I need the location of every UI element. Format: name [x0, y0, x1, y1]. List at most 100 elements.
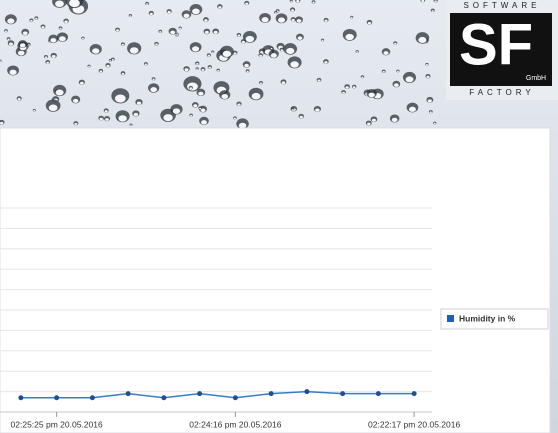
- droplet-highlight: [238, 122, 247, 129]
- droplet-highlight: [35, 17, 38, 20]
- droplet-highlight: [144, 63, 148, 66]
- droplet-highlight: [244, 63, 249, 68]
- droplet-highlight: [196, 68, 199, 70]
- droplet-highlight: [121, 72, 125, 75]
- droplet-highlight: [291, 18, 295, 22]
- droplet-highlight: [345, 86, 349, 89]
- droplet-highlight: [408, 106, 416, 112]
- droplet-highlight: [299, 115, 303, 119]
- droplet-highlight: [9, 69, 17, 75]
- droplet-highlight: [88, 65, 90, 68]
- droplet-highlight: [64, 20, 68, 23]
- droplet-highlight: [109, 60, 112, 62]
- droplet-highlight: [46, 61, 50, 64]
- droplet-highlight: [233, 117, 237, 120]
- droplet-highlight: [213, 30, 218, 34]
- droplet-highlight: [321, 39, 324, 42]
- droplet-highlight: [189, 87, 193, 90]
- data-point: [161, 395, 167, 401]
- droplet-highlight: [176, 35, 178, 37]
- droplet-highlight: [427, 99, 432, 103]
- droplet-highlight: [55, 89, 64, 96]
- droplet-highlight: [192, 8, 200, 15]
- droplet-highlight: [116, 29, 119, 32]
- droplet-highlight: [193, 104, 198, 108]
- droplet-highlight: [198, 91, 204, 96]
- droplet-highlight: [296, 0, 300, 3]
- droplet-highlight: [72, 98, 79, 103]
- droplet-highlight: [315, 108, 320, 112]
- data-point: [54, 395, 60, 401]
- droplet-highlight: [280, 49, 284, 52]
- droplet-highlight: [371, 118, 376, 122]
- droplet-highlight: [296, 19, 302, 23]
- droplet-highlight: [48, 104, 58, 112]
- droplet-highlight: [50, 38, 57, 43]
- droplet-highlight: [270, 53, 277, 58]
- droplet-highlight: [111, 58, 114, 61]
- droplet-highlight: [30, 19, 33, 22]
- droplet-highlight: [324, 61, 328, 64]
- droplet-highlight: [176, 33, 179, 35]
- droplet-highlight: [172, 108, 181, 114]
- droplet-highlight: [59, 27, 62, 30]
- droplet-highlight: [195, 62, 199, 65]
- droplet-highlight: [356, 51, 359, 53]
- droplet-highlight: [350, 16, 353, 19]
- droplet-highlight: [312, 1, 315, 4]
- droplet-highlight: [99, 117, 103, 121]
- droplet-highlight: [281, 81, 286, 85]
- droplet-highlight: [218, 6, 222, 9]
- droplet-highlight: [342, 91, 345, 94]
- logo-box: [450, 13, 552, 86]
- legend-swatch: [447, 315, 454, 322]
- data-point: [411, 391, 417, 397]
- x-tick-label: 02:22:17 pm 20.05.2016: [368, 419, 460, 429]
- droplet-highlight: [246, 70, 249, 73]
- droplet-highlight: [17, 50, 25, 56]
- droplet-highlight: [129, 47, 139, 54]
- droplet-highlight: [259, 54, 263, 57]
- droplet-highlight: [121, 43, 125, 46]
- legend-box: [440, 308, 549, 330]
- droplet-highlight: [290, 0, 293, 3]
- droplet-highlight: [152, 78, 155, 81]
- droplet-highlight: [7, 38, 10, 41]
- droplet-highlight: [170, 30, 176, 35]
- droplet-highlight: [129, 15, 132, 17]
- droplet-highlight: [211, 51, 214, 54]
- droplet-highlight: [245, 35, 255, 43]
- droplet-highlight: [130, 124, 132, 126]
- chart-panel: [0, 127, 551, 433]
- droplet-highlight: [217, 69, 220, 72]
- droplet-highlight: [51, 55, 56, 58]
- droplet-highlight: [208, 66, 212, 69]
- x-tick-label: 02:24:16 pm 20.05.2016: [189, 419, 281, 429]
- droplet-highlight: [245, 2, 249, 5]
- droplet-highlight: [136, 101, 142, 105]
- series-line: [20, 390, 415, 399]
- droplet-highlight: [55, 0, 64, 8]
- droplets: [0, 0, 438, 130]
- droplet-highlight: [433, 122, 436, 125]
- droplet-highlight: [9, 42, 13, 46]
- droplet-highlight: [192, 46, 200, 52]
- logo-top: SOFTWARE: [463, 1, 540, 10]
- droplet-highlight: [7, 18, 15, 24]
- chart: 02:25:25 pm 20.05.2016 02:24:16 pm 20.05.…: [0, 207, 549, 429]
- droplet-highlight: [0, 121, 4, 125]
- data-point: [18, 395, 24, 401]
- droplet-highlight: [261, 17, 269, 23]
- droplet-highlight: [145, 3, 149, 5]
- droplet-highlight: [150, 87, 158, 93]
- droplet-highlight: [118, 115, 127, 122]
- droplet-highlight: [291, 9, 295, 12]
- droplet-highlight: [190, 114, 193, 117]
- droplet-highlight: [44, 56, 48, 59]
- droplet-highlight: [133, 112, 139, 117]
- droplet-highlight: [105, 118, 109, 121]
- droplet-highlight: [396, 70, 399, 73]
- droplet-highlight: [204, 30, 209, 34]
- droplet-highlight: [274, 12, 277, 14]
- droplet-highlight: [149, 12, 153, 16]
